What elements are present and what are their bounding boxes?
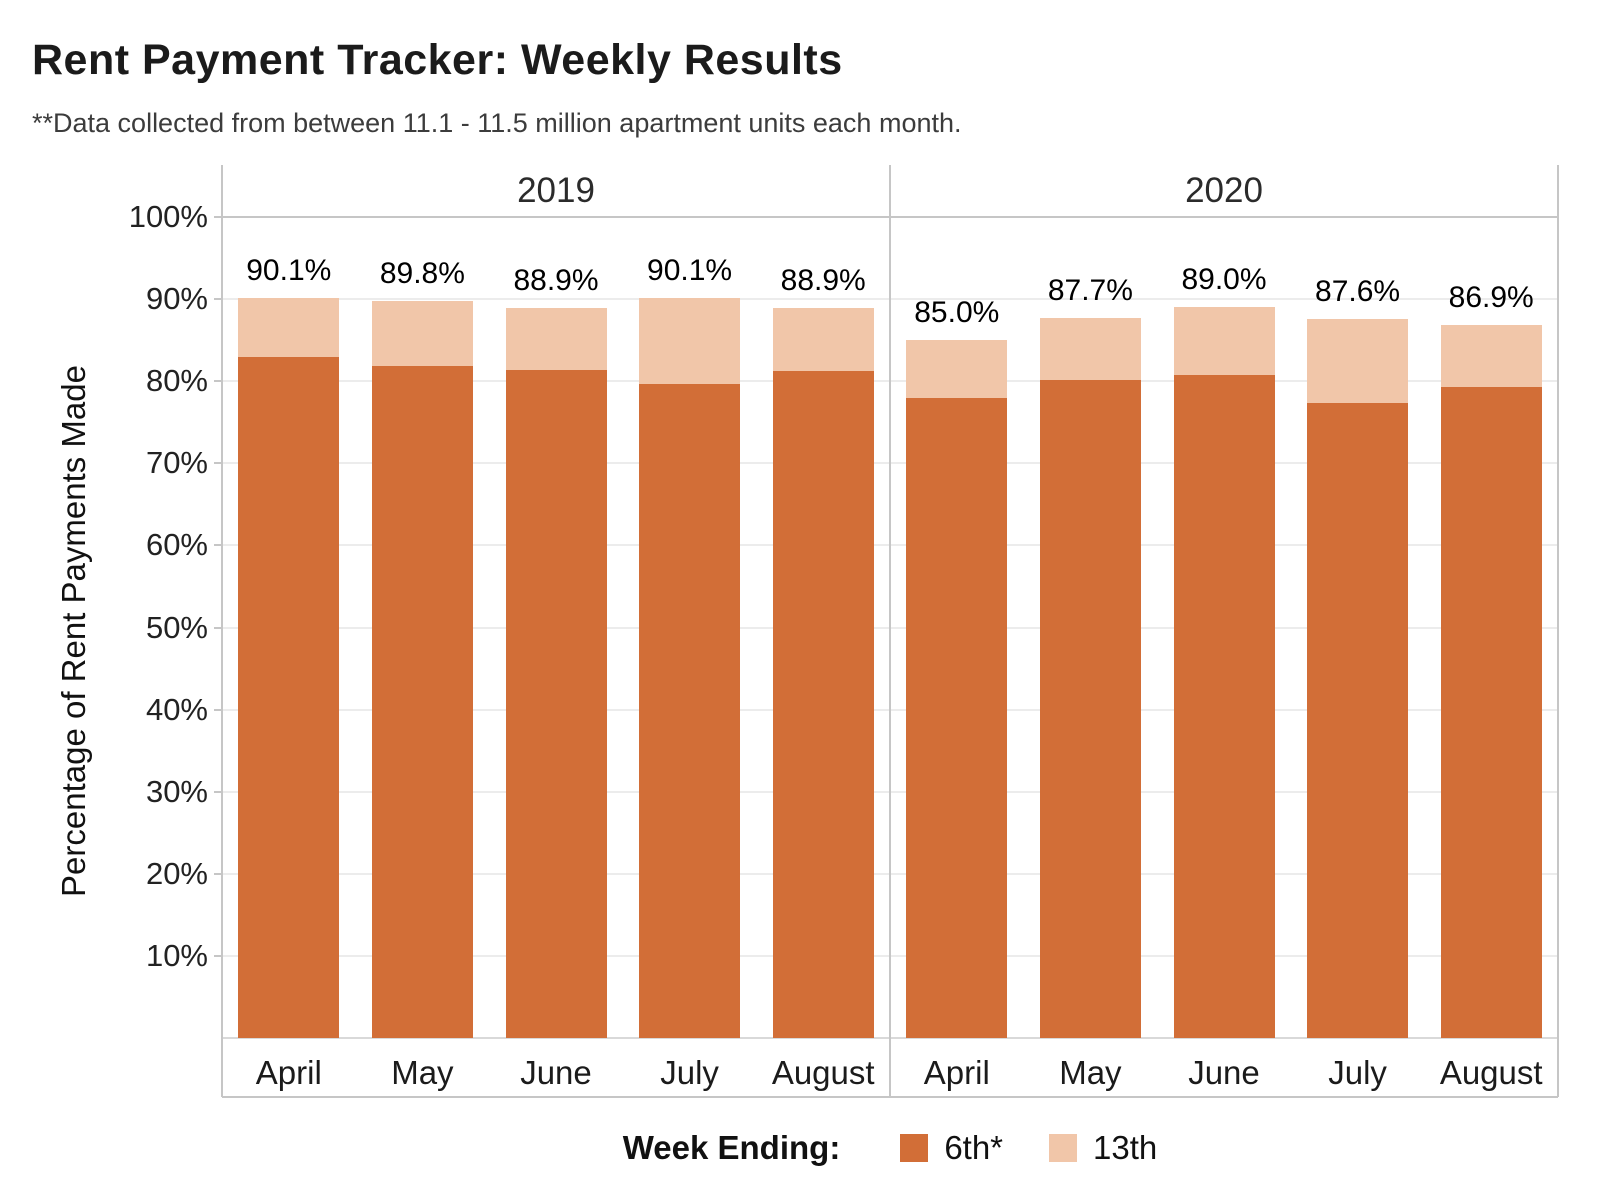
y-tick-label: 60% (145, 527, 208, 563)
y-tick-mark (214, 462, 222, 465)
month-label: April (255, 1054, 322, 1091)
bar-segment-6th (505, 369, 607, 1038)
bar-segment-6th (906, 397, 1008, 1038)
y-tick-label: 40% (145, 691, 208, 727)
bar-total-label: 88.9% (513, 264, 599, 298)
month-label: May (391, 1054, 454, 1091)
legend-swatch-13th-icon (1049, 1134, 1078, 1162)
legend-label-13th: 13th (1093, 1129, 1158, 1166)
y-tick-label: 20% (145, 855, 208, 891)
month-label: August (771, 1054, 875, 1091)
bar-segment-13th (1307, 318, 1409, 403)
bar-total-label: 87.6% (1315, 274, 1401, 308)
bar-segment-6th (1173, 374, 1275, 1038)
legend-swatch-6th-icon (900, 1134, 929, 1162)
bar-total-label: 90.1% (647, 254, 733, 288)
legend-title: Week Ending: (622, 1129, 841, 1166)
bar-total-label: 89.0% (1181, 263, 1267, 297)
legend-label-6th: 6th* (944, 1129, 1004, 1166)
y-tick-label: 100% (128, 199, 208, 234)
bar-total-label: 89.8% (379, 256, 465, 290)
plot-right-border (1557, 165, 1559, 1097)
plot-bottom-border (222, 1096, 1558, 1098)
y-tick-label: 10% (145, 937, 208, 973)
bar-segment-13th (505, 308, 607, 370)
bar-total-label: 86.9% (1448, 280, 1534, 314)
bar-total-label: 87.7% (1047, 273, 1133, 307)
y-tick-mark (214, 380, 222, 383)
bar-segment-13th (238, 298, 340, 357)
month-label: July (1328, 1054, 1387, 1091)
year-label: 2020 (1185, 171, 1263, 210)
y-tick-mark (214, 216, 222, 218)
bar-segment-6th (1039, 379, 1141, 1038)
panel-divider (889, 165, 891, 1097)
month-label: June (520, 1054, 592, 1091)
chart-title: Rent Payment Tracker: Weekly Results (32, 36, 843, 84)
year-label: 2019 (517, 171, 595, 210)
bar-segment-13th (1039, 317, 1141, 380)
bar-segment-13th (371, 300, 473, 367)
bar-segment-6th (1440, 386, 1542, 1038)
month-label: April (923, 1054, 990, 1091)
month-label: June (1188, 1054, 1260, 1091)
y-tick-mark (214, 708, 222, 711)
legend-item-13th: 13th (1049, 1129, 1157, 1167)
legend-item-6th: 6th* (900, 1129, 1003, 1167)
bar-segment-6th (1307, 402, 1409, 1038)
month-label: May (1059, 1054, 1122, 1091)
y-tick-label: 30% (145, 773, 208, 809)
bar-total-label: 85.0% (914, 296, 1000, 330)
y-tick-mark (214, 544, 222, 547)
chart-subtitle: **Data collected from between 11.1 - 11.… (32, 108, 962, 138)
y-tick-mark (214, 298, 222, 301)
y-tick-mark (214, 954, 222, 957)
legend: Week Ending: 6th* 13th (222, 1118, 1558, 1178)
bar-segment-6th (371, 366, 473, 1038)
bar-segment-6th (639, 384, 741, 1038)
month-label: August (1439, 1054, 1543, 1091)
bar-segment-13th (772, 308, 874, 372)
y-tick-label: 80% (145, 363, 208, 399)
plot-left-border (221, 165, 223, 1097)
bar-segment-13th (1173, 307, 1275, 375)
y-tick-label: 70% (145, 445, 208, 481)
y-tick-label: 90% (145, 281, 208, 317)
y-tick-mark (214, 790, 222, 793)
bar-segment-13th (906, 340, 1008, 398)
bar-segment-6th (772, 371, 874, 1038)
bar-total-label: 88.9% (780, 264, 866, 298)
bar-total-label: 90.1% (246, 254, 332, 288)
bar-segment-6th (238, 356, 340, 1038)
month-label: July (660, 1054, 719, 1091)
bar-segment-13th (1440, 324, 1542, 387)
y-tick-mark (214, 872, 222, 875)
y-tick-mark (214, 626, 222, 629)
y-tick-label: 50% (145, 609, 208, 645)
bar-segment-13th (639, 298, 741, 385)
